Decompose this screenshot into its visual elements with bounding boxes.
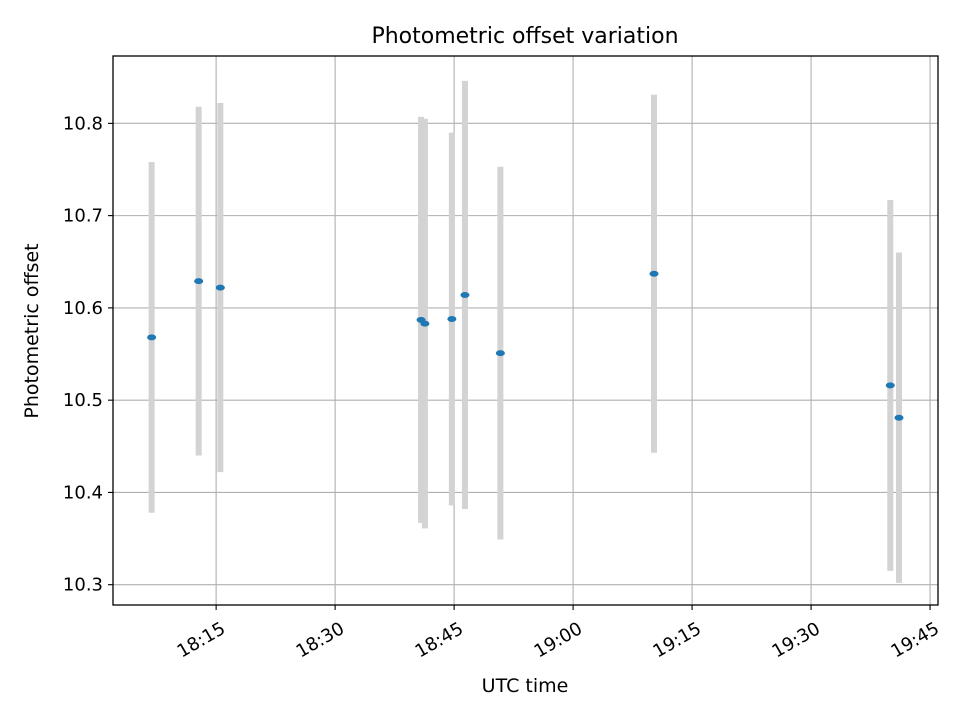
- y-tick-label: 10.5: [63, 390, 103, 411]
- data-point: [420, 320, 430, 327]
- data-points: [147, 270, 904, 421]
- y-axis: 10.3 10.4 10.5 10.6 10.7 10.8: [63, 113, 113, 596]
- y-tick-label: 10.7: [63, 206, 103, 227]
- data-point: [894, 414, 904, 421]
- plot-frame: [112, 55, 939, 606]
- data-point: [495, 350, 505, 357]
- data-point: [194, 278, 204, 285]
- chart-title: Photometric offset variation: [371, 24, 678, 49]
- data-point: [649, 270, 659, 277]
- y-tick-label: 10.8: [63, 113, 103, 134]
- data-point: [215, 284, 225, 291]
- data-point: [147, 334, 157, 341]
- y-tick-label: 10.4: [63, 482, 103, 503]
- y-tick-label: 10.3: [63, 575, 103, 596]
- y-tick-label: 10.6: [63, 298, 103, 319]
- data-point: [460, 291, 470, 298]
- data-point: [447, 315, 457, 322]
- x-axis-label: UTC time: [482, 675, 569, 697]
- y-axis-label: Photometric offset: [21, 243, 43, 418]
- data-point: [885, 382, 895, 389]
- grid: [113, 56, 938, 605]
